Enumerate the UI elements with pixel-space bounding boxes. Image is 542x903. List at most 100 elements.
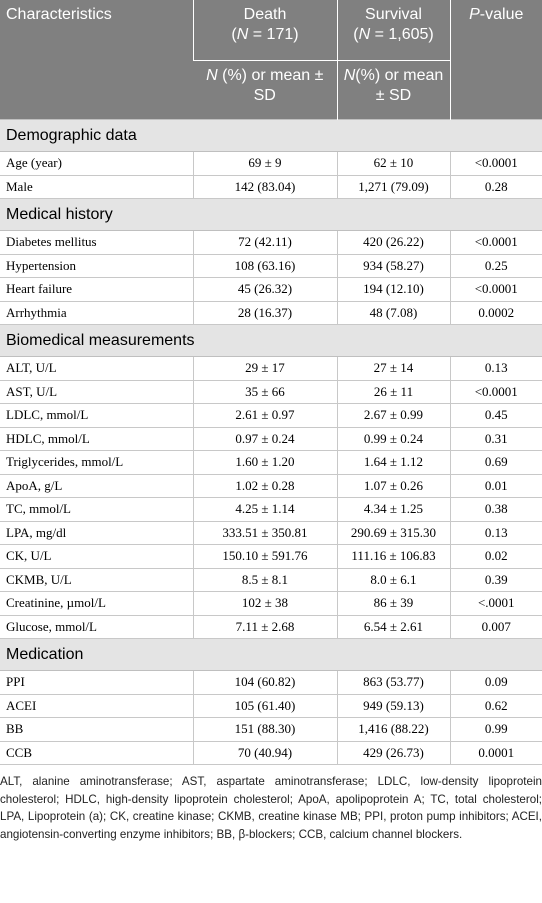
header-text: = 1,605) (370, 26, 434, 43)
cell-value: 0.69 (449, 450, 542, 475)
cell-value: 7.11 ± 2.68 (192, 614, 338, 639)
header-text: (%) or mean ± SD (355, 67, 444, 104)
cell-value: 0.13 (449, 520, 542, 545)
cell-value: 4.34 ± 1.25 (336, 497, 451, 522)
section-row: Biomedical measurements (0, 324, 542, 357)
cell-value: 333.51 ± 350.81 (192, 520, 338, 545)
cell-value: <0.0001 (449, 151, 542, 176)
header-text: N (358, 26, 371, 43)
cell-value: 0.99 (449, 717, 542, 742)
cell-value: 72 (42.11) (192, 230, 338, 255)
data-row: LPA, mg/dl 333.51 ± 350.81 290.69 ± 315.30… (0, 520, 542, 545)
section-row: Medical history (0, 198, 542, 231)
data-row: Creatinine, µmol/L 102 ± 38 86 ± 39 <.0001 (0, 591, 542, 616)
row-label: CCB (0, 740, 194, 765)
header-text: N (236, 26, 249, 43)
cell-value: 27 ± 14 (336, 356, 451, 381)
cell-value: 48 (7.08) (336, 300, 451, 325)
data-row: CK, U/L 150.10 ± 591.76 111.16 ± 106.83 0.0… (0, 544, 542, 569)
cell-value: 6.54 ± 2.61 (336, 614, 451, 639)
header-cell: N (%) or mean ± SD (193, 60, 337, 120)
section-title: Medical history (0, 198, 542, 231)
cell-value: 0.99 ± 0.24 (336, 426, 451, 451)
data-row: CKMB, U/L 8.5 ± 8.1 8.0 ± 6.1 0.39 (0, 567, 542, 592)
cell-value: 108 (63.16) (192, 253, 338, 278)
row-label: BB (0, 717, 194, 742)
cell-value: 151 (88.30) (192, 717, 338, 742)
row-label: Arrhythmia (0, 300, 194, 325)
cell-value: 1.64 ± 1.12 (336, 450, 451, 475)
header-text: = 171) (248, 26, 299, 43)
row-label: Male (0, 174, 194, 199)
cell-value: 1.07 ± 0.26 (336, 473, 451, 498)
cell-value: 429 (26.73) (336, 740, 451, 765)
row-label: CK, U/L (0, 544, 194, 569)
header-text: -value (479, 6, 524, 23)
cell-value: 45 (26.32) (192, 277, 338, 302)
cell-value: 2.67 ± 0.99 (336, 403, 451, 428)
data-table: Characteristics Death (N = 171) Survival(… (0, 0, 542, 765)
data-row: BB 151 (88.30) 1,416 (88.22) 0.99 (0, 717, 542, 742)
header-cell: Characteristics (0, 0, 193, 120)
cell-value: 1.02 ± 0.28 (192, 473, 338, 498)
row-label: Hypertension (0, 253, 194, 278)
cell-value: 0.39 (449, 567, 542, 592)
cell-value: 104 (60.82) (192, 670, 338, 695)
data-row: Arrhythmia 28 (16.37) 48 (7.08) 0.0002 (0, 300, 542, 325)
cell-value: 949 (59.13) (336, 693, 451, 718)
cell-value: 0.007 (449, 614, 542, 639)
cell-value: 102 ± 38 (192, 591, 338, 616)
row-label: Creatinine, µmol/L (0, 591, 194, 616)
cell-value: 28 (16.37) (192, 300, 338, 325)
row-label: Triglycerides, mmol/L (0, 450, 194, 475)
row-label: PPI (0, 670, 194, 695)
cell-value: <0.0001 (449, 379, 542, 404)
section-row: Demographic data (0, 119, 542, 152)
data-row: ApoA, g/L 1.02 ± 0.28 1.07 ± 0.26 0.01 (0, 473, 542, 498)
cell-value: 4.25 ± 1.14 (192, 497, 338, 522)
row-label: ACEI (0, 693, 194, 718)
header-row: Characteristics Death (N = 171) Survival(… (0, 0, 542, 120)
cell-value: 150.10 ± 591.76 (192, 544, 338, 569)
cell-value: 69 ± 9 (192, 151, 338, 176)
cell-value: 0.97 ± 0.24 (192, 426, 338, 451)
section-row: Medication (0, 638, 542, 671)
row-label: HDLC, mmol/L (0, 426, 194, 451)
row-label: Heart failure (0, 277, 194, 302)
cell-value: 70 (40.94) (192, 740, 338, 765)
header-text: N (343, 67, 356, 84)
cell-value: 35 ± 66 (192, 379, 338, 404)
header-text: (%) or mean ± SD (217, 67, 324, 104)
cell-value: 0.38 (449, 497, 542, 522)
row-label: ALT, U/L (0, 356, 194, 381)
cell-value: 0.0001 (449, 740, 542, 765)
data-row: TC, mmol/L 4.25 ± 1.14 4.34 ± 1.25 0.38 (0, 497, 542, 522)
cell-value: <0.0001 (449, 230, 542, 255)
data-row: ALT, U/L 29 ± 17 27 ± 14 0.13 (0, 356, 542, 381)
cell-value: 0.28 (449, 174, 542, 199)
cell-value: 26 ± 11 (336, 379, 451, 404)
cell-value: 111.16 ± 106.83 (336, 544, 451, 569)
cell-value: <0.0001 (449, 277, 542, 302)
data-row: Diabetes mellitus 72 (42.11) 420 (26.22) <0… (0, 230, 542, 255)
data-row: Glucose, mmol/L 7.11 ± 2.68 6.54 ± 2.61 0.0… (0, 614, 542, 639)
data-row: Age (year) 69 ± 9 62 ± 10 <0.0001 (0, 151, 542, 176)
cell-value: 0.62 (449, 693, 542, 718)
row-label: LPA, mg/dl (0, 520, 194, 545)
cell-value: 2.61 ± 0.97 (192, 403, 338, 428)
header-text: ( (231, 26, 237, 43)
cell-value: 420 (26.22) (336, 230, 451, 255)
data-row: PPI 104 (60.82) 863 (53.77) 0.09 (0, 670, 542, 695)
cell-value: 863 (53.77) (336, 670, 451, 695)
header-text: Survival (365, 6, 422, 23)
row-label: Diabetes mellitus (0, 230, 194, 255)
cell-value: 0.13 (449, 356, 542, 381)
data-row: Triglycerides, mmol/L 1.60 ± 1.20 1.64 ± 1… (0, 450, 542, 475)
header-row: N (%) or mean ± SD N(%) or mean ± SD (0, 60, 542, 120)
cell-value: 934 (58.27) (336, 253, 451, 278)
cell-value: 105 (61.40) (192, 693, 338, 718)
header-text: ( (353, 26, 359, 43)
cell-value: 0.25 (449, 253, 542, 278)
cell-value: 290.69 ± 315.30 (336, 520, 451, 545)
